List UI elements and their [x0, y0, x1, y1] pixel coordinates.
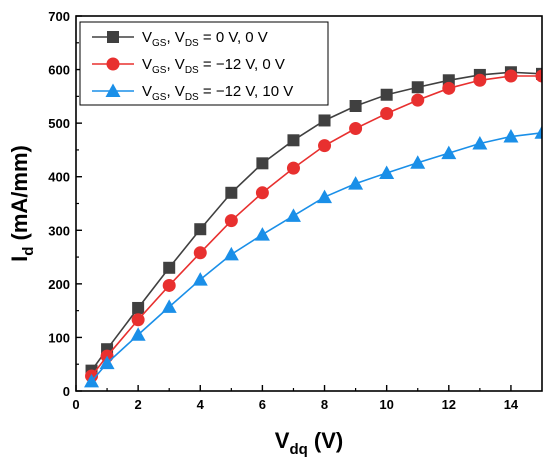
x-axis-title-unit: (V) — [308, 428, 343, 453]
y-axis-title-unit: (mA/mm) — [7, 145, 32, 246]
series-0-point-6 — [256, 157, 269, 170]
series-2-point-15 — [534, 125, 542, 139]
series-1-point-6 — [255, 186, 269, 200]
series-2-point-9 — [348, 176, 364, 190]
series-0-point-7 — [287, 134, 300, 147]
legend-label-0-a: V — [142, 29, 152, 46]
series-1-point-4 — [193, 246, 207, 260]
series-1 — [85, 69, 542, 383]
legend-label-0-rest: = 0 V, 0 V — [199, 29, 268, 46]
x-tick-label-0: 0 — [72, 397, 79, 412]
legend-label-2-rest: = −12 V, 10 V — [199, 83, 294, 100]
y-axis-title: Id (mA/mm) — [7, 145, 37, 262]
y-tick-label-3: 300 — [48, 223, 70, 238]
series-2-point-5 — [223, 246, 239, 261]
x-tick-label-5: 10 — [379, 397, 393, 412]
y-axis-title-sub: d — [20, 247, 37, 256]
series-2-line — [90, 131, 542, 382]
series-1-point-11 — [411, 93, 425, 107]
legend-marker-0 — [107, 31, 119, 43]
series-1-point-15 — [535, 69, 542, 83]
legend-label-0-b: , V — [166, 29, 184, 46]
series-1-point-9 — [349, 122, 363, 135]
legend-label-2-b_sub: DS — [185, 92, 199, 103]
series-2-point-14 — [503, 129, 519, 143]
series-2-point-3 — [161, 299, 177, 313]
x-tick-label-1: 2 — [135, 397, 142, 412]
x-axis-title-main: V — [275, 428, 290, 453]
x-axis-title-sub: dq — [289, 441, 307, 458]
y-tick-label-6: 600 — [48, 63, 70, 78]
x-tick-label-2: 4 — [197, 397, 205, 412]
series-1-line — [90, 75, 542, 377]
legend-label-2-b: , V — [166, 83, 184, 100]
y-tick-label-7: 700 — [48, 9, 70, 24]
legend-label-0-a_sub: GS — [152, 38, 167, 49]
series-2-point-7 — [285, 208, 301, 222]
series-1-point-3 — [162, 278, 176, 292]
series-0-point-11 — [411, 81, 424, 94]
series-2-point-6 — [254, 227, 270, 241]
legend-label-2-a: V — [142, 83, 152, 100]
x-tick-label-4: 8 — [321, 397, 328, 412]
legend-label-1-a_sub: GS — [152, 65, 167, 76]
legend-label-1-b_sub: DS — [185, 65, 199, 76]
x-axis-title: Vdq (V) — [275, 428, 343, 458]
y-axis-title-main: I — [7, 256, 32, 262]
series-1-point-7 — [286, 161, 300, 175]
series-0-point-10 — [380, 88, 393, 101]
axes: 0 2 4 6 8 10 12 14 0 100 200 300 400 500 600 700 — [48, 9, 519, 412]
y-tick-label-4: 400 — [48, 170, 70, 185]
series-1-point-8 — [318, 139, 332, 153]
series-2-point-4 — [192, 272, 208, 286]
series-0-line — [90, 71, 542, 372]
x-tick-label-6: 12 — [442, 397, 456, 412]
series-1-point-10 — [380, 107, 394, 120]
series-0-point-2 — [132, 301, 145, 314]
legend-label-2: VGS, VDS = −12 V, 10 V — [142, 83, 293, 103]
legend-label-0-b_sub: DS — [185, 38, 199, 49]
series-2-point-0 — [84, 373, 100, 388]
y-tick-label-2: 200 — [48, 277, 70, 292]
series-2-point-13 — [472, 136, 488, 150]
series-0 — [85, 66, 542, 377]
x-tick-label-7: 14 — [504, 397, 519, 412]
legend-marker-2 — [105, 83, 121, 97]
series-0-point-8 — [318, 114, 331, 127]
series-2-point-2 — [130, 327, 146, 341]
series-2-point-10 — [379, 165, 395, 179]
series-0-point-5 — [225, 186, 238, 199]
series-2-point-12 — [441, 145, 457, 160]
series-1-point-2 — [131, 313, 145, 327]
series-1-point-5 — [224, 214, 238, 228]
series-2 — [84, 125, 542, 388]
legend-label-1: VGS, VDS = −12 V, 0 V — [142, 56, 285, 76]
y-tick-label-1: 100 — [48, 330, 70, 345]
legend-label-1-b: , V — [166, 56, 184, 73]
series-0-point-3 — [163, 261, 176, 274]
legend-label-0: VGS, VDS = 0 V, 0 V — [142, 29, 268, 49]
series-2-point-8 — [317, 189, 333, 204]
series-0-point-9 — [349, 100, 362, 112]
legend-label-1-a: V — [142, 56, 152, 73]
series-2-point-11 — [410, 155, 426, 169]
x-tick-label-3: 6 — [259, 397, 266, 412]
series-1-point-13 — [473, 73, 487, 87]
series-2-point-1 — [99, 355, 115, 370]
y-tick-label-5: 500 — [48, 116, 70, 131]
series-1-point-14 — [504, 69, 518, 83]
legend-label-2-a_sub: GS — [152, 92, 167, 103]
legend-label-1-rest: = −12 V, 0 V — [199, 56, 285, 73]
series-1-point-12 — [442, 81, 456, 95]
series-0-point-4 — [194, 223, 207, 236]
plot-content — [84, 66, 542, 388]
y-tick-label-0: 0 — [63, 384, 70, 399]
legend-marker-1 — [106, 57, 120, 71]
